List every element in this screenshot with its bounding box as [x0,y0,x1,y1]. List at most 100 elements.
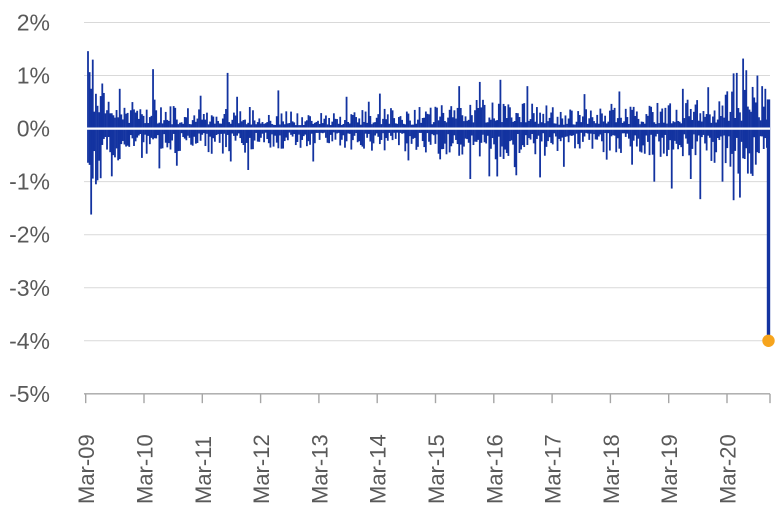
bar [485,122,488,144]
bar [101,83,104,145]
bar [605,123,608,160]
bar [223,114,226,134]
bar [556,116,559,151]
bar [442,112,445,150]
bar [689,108,692,179]
bar [450,106,453,147]
bar [686,99,689,144]
bar [648,105,651,156]
bar [247,122,250,170]
bar [356,122,359,143]
bar [367,101,370,134]
bar [670,123,673,189]
bar [602,121,605,153]
bar [248,107,251,138]
bar [405,111,408,144]
x-tick-label: Mar-16 [482,434,507,504]
bar [607,121,610,134]
bar [326,124,329,143]
bar [545,105,548,147]
bar [415,123,418,150]
bar [661,108,664,138]
bar [585,109,587,133]
x-tick-label: Mar-12 [249,434,274,504]
bar [229,123,232,162]
bar [444,121,446,144]
bar [231,119,234,134]
bar [631,109,633,165]
bar [390,108,392,136]
bar [766,99,771,341]
bar [378,93,381,145]
bar [677,121,679,150]
x-axis-labels: Mar-09 Mar-10 Mar-11 Mar-12 Mar-13 Mar-14 Mar-… [74,434,740,504]
bar [137,118,140,136]
bar [315,121,318,133]
bar [502,103,505,159]
bar [570,110,573,136]
bar [477,107,480,140]
bar [280,113,283,149]
bar [201,119,204,135]
bar [104,113,107,137]
bar [158,122,161,169]
bar [669,103,672,141]
bar [461,115,464,155]
bar [253,120,256,141]
bar [242,120,245,146]
bar [518,117,521,153]
bar [531,103,534,134]
y-tick-label: -1% [9,169,50,195]
bar [534,121,537,155]
bar [399,116,402,133]
bar [91,59,94,179]
bar [252,110,254,150]
bar [578,114,581,149]
bar [228,122,231,152]
y-tick-label: -4% [9,328,50,354]
bar [459,108,462,145]
bar [136,110,139,138]
bar [112,115,115,156]
bar [398,117,400,146]
bar [215,116,218,136]
bar [558,124,561,139]
bar [123,107,126,145]
bar [93,111,96,152]
x-axis [84,393,771,404]
bar [758,117,760,154]
bar [632,106,635,141]
bar [96,105,99,181]
bar [480,107,483,143]
bar [221,118,224,154]
bar [539,112,541,178]
bar [236,96,239,136]
bar [436,107,438,135]
bar [691,119,694,149]
bar [731,91,733,154]
bar [464,116,467,139]
bar [475,100,478,142]
bar [453,110,456,136]
bar [145,109,148,154]
bar [152,69,154,140]
bar [212,116,215,139]
bar [266,122,269,140]
bar [666,123,668,157]
bar [739,112,741,198]
bar [743,89,746,159]
bar [312,123,315,162]
bar [513,121,516,168]
bar [734,117,737,151]
bar [732,73,735,201]
bar [401,119,403,134]
bar [155,110,158,139]
bar [547,121,549,142]
bar [193,115,196,137]
bar [391,110,394,141]
bar [244,119,246,153]
bar [355,117,357,134]
bar [746,106,749,174]
bar [214,123,216,142]
